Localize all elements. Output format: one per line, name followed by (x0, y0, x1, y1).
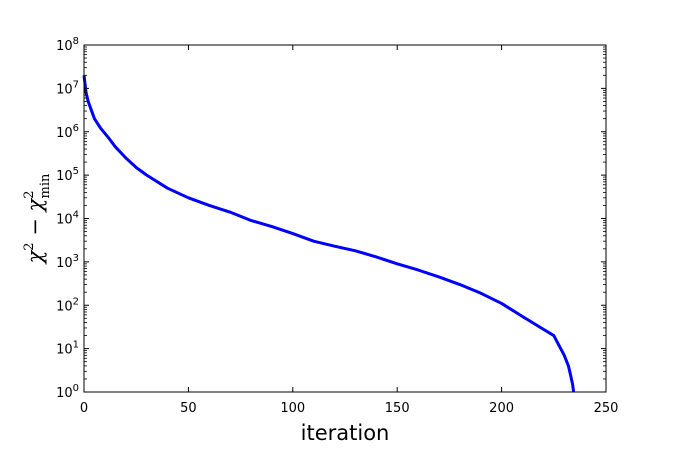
y-axis-title: χ2 − χ2min (22, 173, 53, 265)
x-tick-label: 0 (80, 401, 88, 416)
y-tick-label: 103 (56, 253, 79, 271)
y-tick-label: 105 (56, 166, 79, 184)
x-tick-label: 50 (180, 401, 197, 416)
ticks-layer (83, 44, 607, 393)
y-tick-label: 107 (56, 79, 79, 97)
x-tick-label: 100 (280, 401, 305, 416)
y-tick-label: 104 (56, 210, 79, 228)
x-tick-label: 150 (385, 401, 410, 416)
y-tick-label: 106 (56, 123, 79, 141)
tick-labels-layer: 0 50 100 150 200 250 100 101 102 103 104 105 106 107 1… (56, 36, 618, 416)
y-tick-label: 101 (56, 340, 79, 358)
series-line-0 (82, 75, 576, 393)
y-tick-label: 108 (56, 36, 79, 54)
series-layer (82, 75, 576, 393)
x-tick-label: 250 (594, 401, 619, 416)
x-axis-title: iteration (301, 421, 390, 445)
x-tick-label: 200 (489, 401, 514, 416)
y-tick-label: 102 (56, 296, 79, 314)
y-tick-label: 100 (56, 383, 79, 401)
